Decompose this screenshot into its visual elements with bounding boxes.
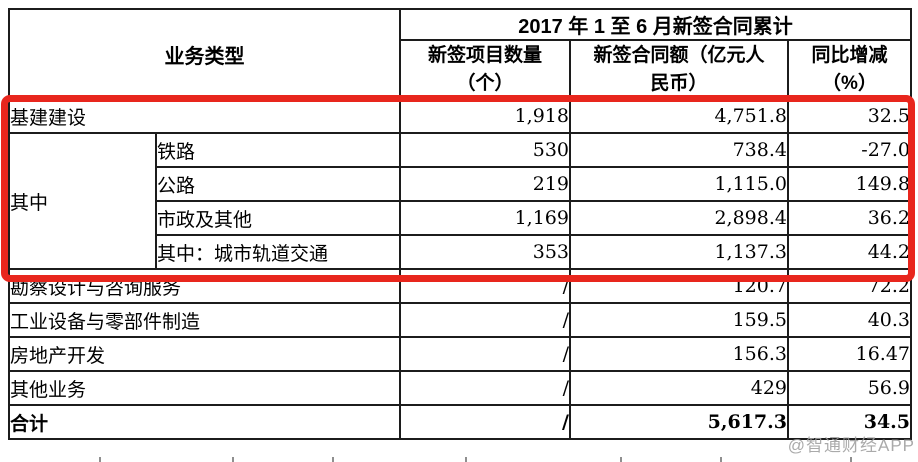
row-yoy: 56.9 — [786, 370, 913, 406]
business-type-header: 业务类型 — [8, 8, 401, 100]
row-count: 530 — [399, 132, 571, 168]
row-count: 219 — [399, 166, 571, 202]
table-row-survey-design: 勘察设计与咨询服务 / 120.7 72.2 — [8, 268, 913, 304]
count-header-line2: （个） — [456, 72, 514, 94]
row-count: 353 — [399, 234, 571, 270]
row-amount: 1,115.0 — [569, 166, 789, 202]
table-row-highway: 公路 219 1,115.0 149.8 — [9, 166, 913, 202]
amount-header-line2: 民币） — [650, 72, 708, 94]
amount-header-line1: 新签合同额（亿元人 — [593, 44, 765, 66]
row-label: 公路 — [155, 166, 401, 202]
table-row-real-estate: 房地产开发 / 156.3 16.47 — [8, 336, 913, 372]
row-count: / — [399, 302, 571, 338]
row-label: 铁路 — [155, 132, 401, 168]
cutoff-row-tick — [465, 457, 467, 462]
cutoff-row-tick — [332, 457, 334, 462]
row-count: / — [399, 268, 571, 304]
row-yoy: 16.47 — [786, 336, 913, 372]
cutoff-row-tick — [720, 457, 722, 462]
row-count: / — [399, 336, 571, 372]
row-amount: 1,137.3 — [569, 234, 789, 270]
cutoff-row-tick — [99, 457, 101, 462]
row-label: 其他业务 — [8, 370, 401, 406]
yoy-header: 同比增减 （%） — [786, 39, 913, 100]
contracts-table: 业务类型 2017 年 1 至 6 月新签合同累计 新签项目数量 （个） 新签合… — [8, 8, 913, 440]
row-amount: 5,617.3 — [569, 404, 789, 440]
group-label-cell: 其中 — [8, 132, 157, 270]
row-amount: 156.3 — [569, 336, 789, 372]
count-header: 新签项目数量 （个） — [399, 39, 571, 100]
row-label: 其中：城市轨道交通 — [155, 234, 401, 270]
row-count: / — [399, 370, 571, 406]
yoy-header-line2: （%） — [822, 72, 877, 94]
row-yoy: 36.2 — [786, 200, 913, 236]
row-label: 工业设备与零部件制造 — [8, 302, 401, 338]
period-title: 2017 年 1 至 6 月新签合同累计 — [398, 8, 913, 41]
row-yoy: 44.2 — [786, 234, 913, 270]
table-row-total: 合计 / 5,617.3 34.5 — [8, 404, 913, 440]
row-amount: 159.5 — [569, 302, 789, 338]
row-amount: 2,898.4 — [569, 200, 789, 236]
row-yoy: 34.5 — [786, 404, 913, 440]
row-amount: 429 — [569, 370, 789, 406]
row-count: / — [399, 404, 571, 440]
row-yoy: 40.3 — [786, 302, 913, 338]
table-row-industrial-equipment: 工业设备与零部件制造 / 159.5 40.3 — [8, 302, 913, 338]
row-yoy: 32.5 — [786, 98, 913, 134]
count-header-line1: 新签项目数量 — [427, 44, 542, 66]
table-row-urban-rail: 其中：城市轨道交通 353 1,137.3 44.2 — [9, 234, 913, 270]
row-amount: 4,751.8 — [569, 98, 789, 134]
row-yoy: -27.0 — [786, 132, 913, 168]
cutoff-row-tick — [620, 457, 622, 462]
row-count: 1,918 — [399, 98, 571, 134]
table-row-infrastructure: 基建建设 1,918 4,751.8 32.5 — [8, 98, 913, 134]
table-row-municipal: 市政及其他 1,169 2,898.4 36.2 — [9, 200, 913, 236]
yoy-header-line1: 同比增减 — [811, 44, 888, 66]
cutoff-row-tick — [850, 457, 852, 462]
row-yoy: 149.8 — [786, 166, 913, 202]
row-label: 市政及其他 — [155, 200, 401, 236]
cutoff-row-tick — [232, 457, 234, 462]
row-label: 合计 — [8, 404, 401, 440]
row-yoy: 72.2 — [786, 268, 913, 304]
row-count: 1,169 — [399, 200, 571, 236]
amount-header: 新签合同额（亿元人 民币） — [569, 39, 789, 100]
row-amount: 738.4 — [569, 132, 789, 168]
row-label: 勘察设计与咨询服务 — [8, 268, 401, 304]
row-label: 房地产开发 — [8, 336, 401, 372]
row-amount: 120.7 — [569, 268, 789, 304]
row-label: 基建建设 — [8, 98, 401, 134]
table-row-railway: 其中 铁路 530 738.4 -27.0 — [8, 132, 913, 270]
table-row-other-business: 其他业务 / 429 56.9 — [8, 370, 913, 406]
